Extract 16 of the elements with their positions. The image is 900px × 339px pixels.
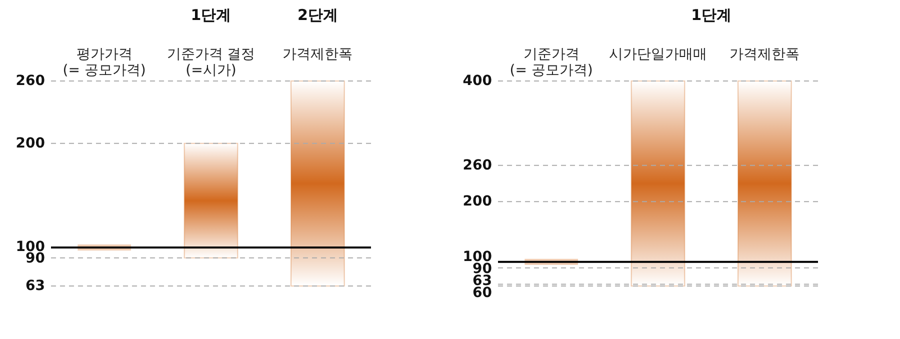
y-tick-label: 260 bbox=[462, 157, 492, 174]
y-tick-label: 400 bbox=[462, 73, 492, 89]
y-tick-label: 63 bbox=[26, 278, 45, 294]
y-tick-label: 60 bbox=[472, 284, 492, 301]
x-tick-label: 기준가격 (= 공모가격) bbox=[510, 46, 593, 78]
x-tick-label: 시가단일가매매 bbox=[609, 46, 707, 62]
x-tick-label: 평가가격 (= 공모가격) bbox=[62, 46, 146, 78]
text: 2단계 bbox=[297, 6, 338, 24]
y-tick-label: 200 bbox=[16, 135, 46, 152]
x-tick-label: 가격제한폭 bbox=[282, 46, 353, 62]
y-tick-label: 260 bbox=[16, 73, 46, 89]
x-tick-label: 가격제한폭 bbox=[730, 46, 800, 62]
x-tick-label: 기준가격 결정 (=시가) bbox=[166, 46, 256, 78]
text: 1단계 bbox=[691, 6, 732, 24]
y-tick-label: 200 bbox=[462, 194, 492, 210]
text: 1단계 bbox=[190, 6, 232, 24]
